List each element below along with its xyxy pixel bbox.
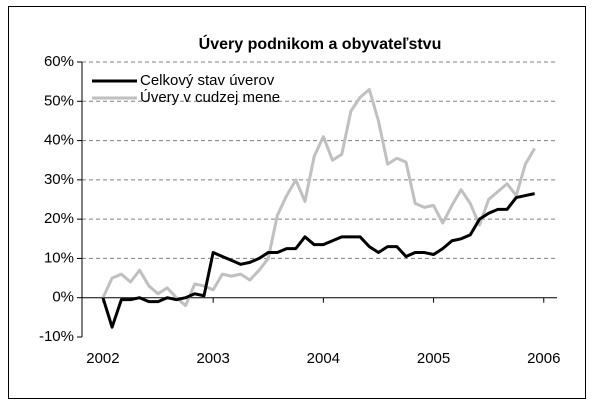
y-tick-label: 30% [44,171,74,188]
x-tick-label: 2006 [527,350,560,367]
x-tick-label: 2003 [196,350,229,367]
y-tick-label: 0% [52,289,74,306]
chart-title: Úvery podnikom a obyvateľstvu [199,34,442,53]
y-tick-label: 40% [44,132,74,149]
legend-label: Celkový stav úverov [140,72,275,89]
y-tick-label: -10% [39,328,74,345]
x-tick-label: 2005 [417,350,450,367]
series-line [101,88,536,308]
legend-label: Úvery v cudzej mene [140,89,280,106]
frame [8,6,586,399]
y-tick-label: 60% [44,53,74,70]
y-tick-label: 10% [44,249,74,266]
series-line [101,192,535,329]
y-tick-label: 50% [44,92,74,109]
x-tick-label: 2002 [86,350,119,367]
y-tick-label: 20% [44,210,74,227]
x-tick-label: 2004 [307,350,340,367]
